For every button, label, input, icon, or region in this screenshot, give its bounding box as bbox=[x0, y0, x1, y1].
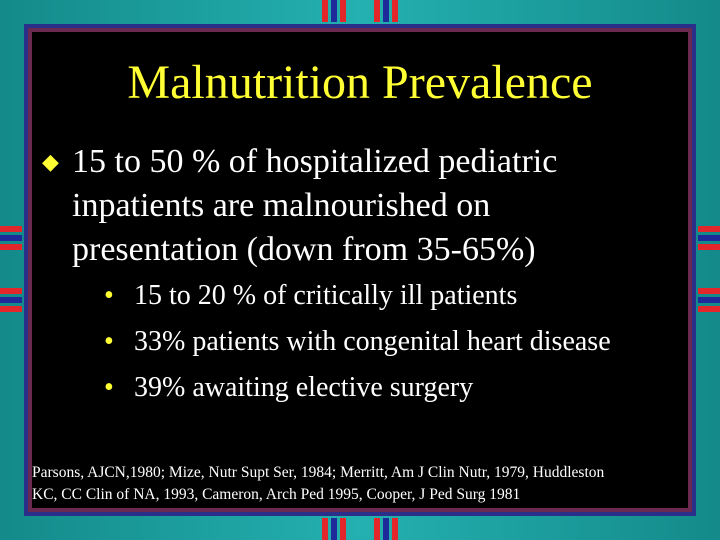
decor-stripe bbox=[322, 0, 328, 22]
decor-stripe bbox=[698, 306, 720, 312]
decor-stripe bbox=[698, 244, 720, 250]
decor-stripe bbox=[322, 518, 328, 540]
decor-stripe bbox=[392, 0, 398, 22]
sub-bullet-text: 39% awaiting elective surgery bbox=[134, 372, 474, 403]
sub-bullet-text: 15 to 20 % of critically ill patients bbox=[134, 280, 518, 311]
sub-bullet: • 39% awaiting elective surgery bbox=[104, 368, 684, 414]
dot-bullet-icon: • bbox=[104, 326, 114, 357]
references: Parsons, AJCN,1980; Mize, Nutr Supt Ser,… bbox=[32, 462, 698, 506]
decor-stripe bbox=[0, 306, 22, 312]
dot-bullet-icon: • bbox=[104, 280, 114, 311]
sub-bullet: • 33% patients with congenital heart dis… bbox=[104, 322, 684, 368]
dot-bullet-icon: • bbox=[104, 372, 114, 403]
decor-stripe bbox=[698, 235, 720, 241]
decor-stripe bbox=[374, 0, 380, 22]
main-bullet-line: 15 to 50 % of hospitalized pediatric bbox=[72, 143, 558, 180]
decor-stripe bbox=[0, 244, 22, 250]
sub-bullet-text: 33% patients with congenital heart disea… bbox=[134, 326, 611, 357]
decor-stripe bbox=[383, 0, 389, 22]
sub-bullet: • 15 to 20 % of critically ill patients bbox=[104, 276, 684, 322]
decor-stripe bbox=[0, 288, 22, 294]
decor-stripe bbox=[0, 235, 22, 241]
decor-stripe bbox=[383, 518, 389, 540]
diamond-bullet-icon: ◆ bbox=[42, 150, 59, 175]
decor-stripe bbox=[374, 518, 380, 540]
content-panel bbox=[32, 32, 688, 508]
reference-line: Parsons, AJCN,1980; Mize, Nutr Supt Ser,… bbox=[32, 464, 605, 481]
decor-stripe bbox=[340, 518, 346, 540]
decor-stripe bbox=[0, 226, 22, 232]
decor-stripe bbox=[331, 0, 337, 22]
decor-stripe bbox=[340, 0, 346, 22]
decor-stripe bbox=[0, 297, 22, 303]
sub-bullet-list: • 15 to 20 % of critically ill patients … bbox=[104, 276, 684, 414]
decor-stripe bbox=[698, 297, 720, 303]
decor-stripe bbox=[698, 226, 720, 232]
main-bullet-line: presentation (down from 35-65%) bbox=[72, 231, 536, 268]
main-bullet: ◆ 15 to 50 % of hospitalized pediatric i… bbox=[42, 140, 662, 272]
slide-title: Malnutrition Prevalence bbox=[127, 56, 593, 109]
main-bullet-line: inpatients are malnourished on bbox=[72, 187, 491, 224]
decor-stripe bbox=[698, 288, 720, 294]
reference-line: KC, CC Clin of NA, 1993, Cameron, Arch P… bbox=[32, 486, 521, 503]
decor-stripe bbox=[331, 518, 337, 540]
main-bullet-text: 15 to 50 % of hospitalized pediatric inp… bbox=[72, 140, 662, 272]
decor-stripe bbox=[392, 518, 398, 540]
